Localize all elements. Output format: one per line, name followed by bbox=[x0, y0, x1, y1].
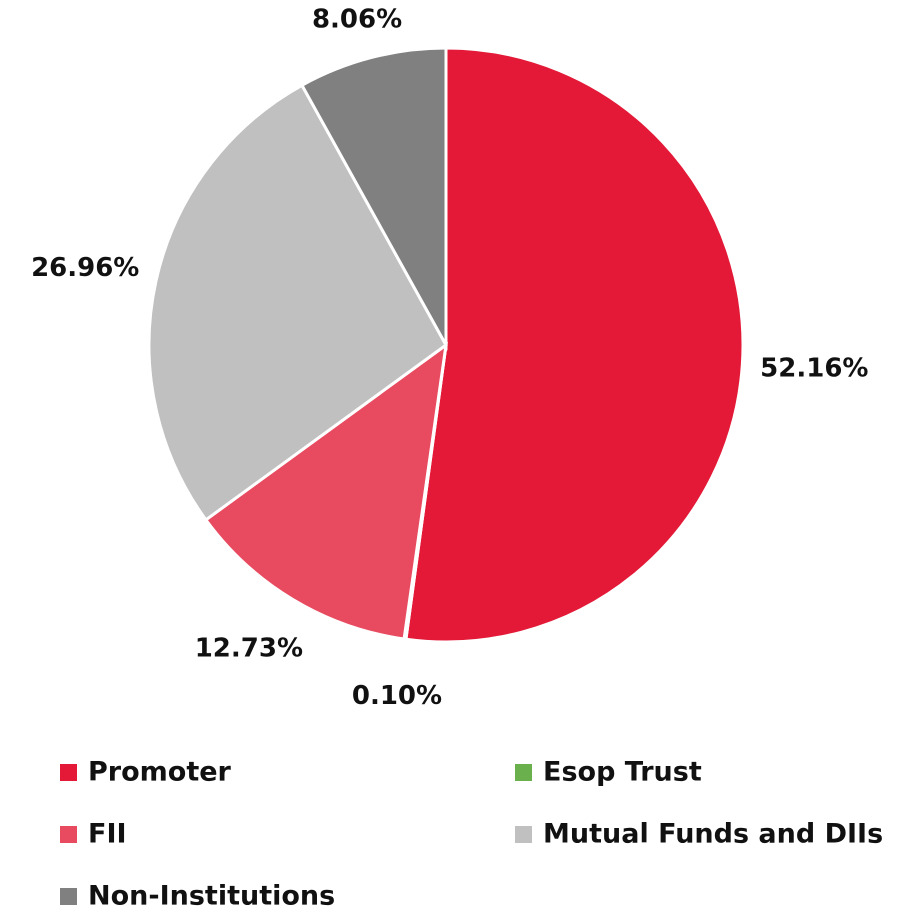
data-label: 0.10% bbox=[352, 681, 442, 711]
pie-slice bbox=[203, 341, 448, 641]
legend-label: Esop Trust bbox=[543, 757, 702, 788]
legend-label: Promoter bbox=[88, 757, 232, 788]
data-label: 52.16% bbox=[760, 354, 868, 384]
pie-slice bbox=[147, 83, 448, 522]
legend-label: Non-Institutions bbox=[88, 881, 335, 911]
data-label: 12.73% bbox=[195, 634, 303, 664]
pie-slice bbox=[404, 46, 745, 644]
legend-swatch bbox=[60, 826, 77, 843]
legend-swatch bbox=[515, 826, 532, 843]
legend-swatch bbox=[60, 888, 77, 905]
legend-swatch bbox=[515, 764, 532, 781]
legend-label: Mutual Funds and DIIs bbox=[543, 819, 883, 850]
legend-label: FII bbox=[88, 819, 127, 850]
pie-slice bbox=[299, 46, 448, 351]
data-label: 26.96% bbox=[31, 253, 139, 283]
data-label: 8.06% bbox=[312, 5, 402, 35]
legend-swatch bbox=[60, 764, 77, 781]
